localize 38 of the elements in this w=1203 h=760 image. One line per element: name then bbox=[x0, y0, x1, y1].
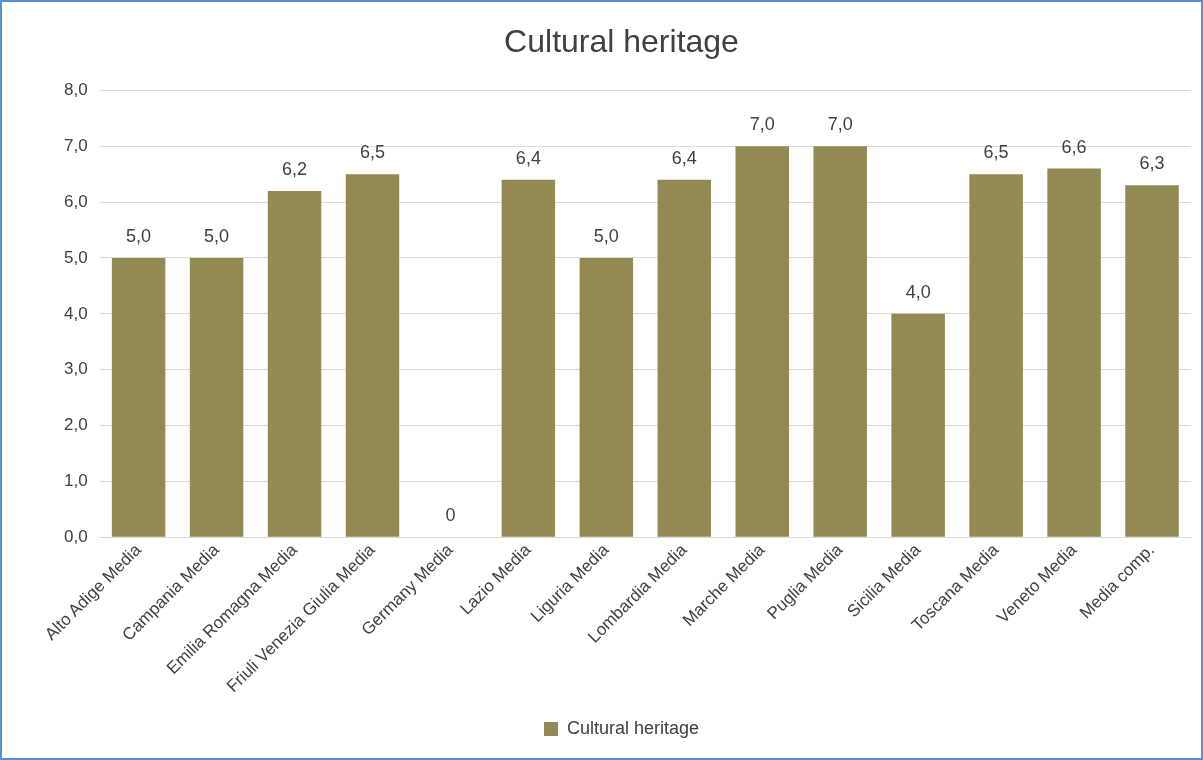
data-label: 5,0 bbox=[204, 225, 230, 246]
data-label: 6,4 bbox=[671, 147, 697, 168]
bar bbox=[189, 257, 244, 537]
data-label: 7,0 bbox=[749, 114, 775, 135]
y-tick-label: 2,0 bbox=[63, 415, 88, 435]
bar bbox=[345, 174, 400, 537]
bar bbox=[969, 174, 1023, 537]
y-tick-label: 8,0 bbox=[63, 80, 88, 100]
bar bbox=[891, 313, 945, 537]
y-tick-label: 7,0 bbox=[63, 135, 88, 155]
data-label: 6,3 bbox=[1139, 153, 1165, 174]
data-label: 5,0 bbox=[593, 225, 619, 246]
bar bbox=[1047, 168, 1101, 537]
data-label: 7,0 bbox=[827, 114, 853, 135]
data-label: 6,5 bbox=[359, 142, 385, 163]
y-tick-label: 4,0 bbox=[63, 303, 88, 323]
bar bbox=[111, 257, 166, 537]
data-label: 6,6 bbox=[1061, 136, 1087, 157]
data-label: 6,2 bbox=[282, 158, 308, 179]
data-label: 0 bbox=[445, 505, 456, 526]
y-tick-label: 5,0 bbox=[63, 247, 88, 267]
data-label: 6,5 bbox=[983, 142, 1009, 163]
y-tick-label: 1,0 bbox=[63, 471, 88, 491]
bar bbox=[657, 179, 712, 537]
bar bbox=[267, 190, 322, 537]
data-label: 4,0 bbox=[905, 281, 931, 302]
bar bbox=[735, 146, 789, 537]
legend-label: Cultural heritage bbox=[566, 717, 700, 738]
data-label: 6,4 bbox=[515, 147, 541, 168]
y-tick-label: 3,0 bbox=[63, 359, 88, 379]
y-tick-label: 0,0 bbox=[63, 526, 88, 546]
bar bbox=[813, 146, 867, 537]
bar bbox=[579, 257, 634, 537]
bar bbox=[501, 179, 556, 537]
bar bbox=[1125, 185, 1179, 537]
chart-title: Cultural heritage bbox=[504, 23, 739, 60]
y-tick-label: 6,0 bbox=[63, 191, 88, 211]
data-label: 5,0 bbox=[126, 225, 152, 246]
